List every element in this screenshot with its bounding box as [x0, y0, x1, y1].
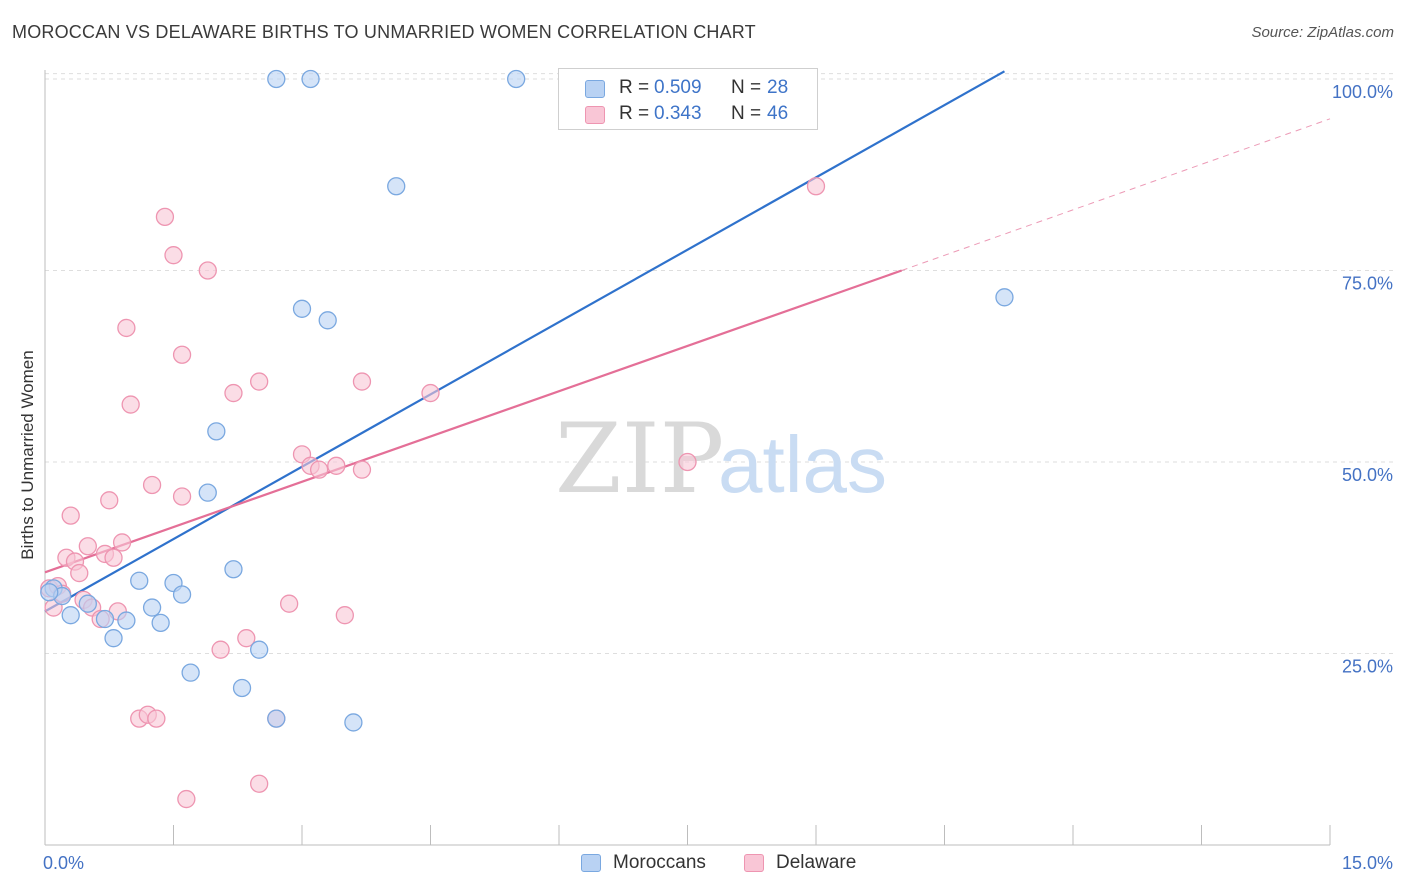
trend-lines [44, 70, 1331, 613]
delaware-point [352, 460, 372, 479]
y-tick-label: 50.0% [1342, 465, 1393, 485]
delaware-point [327, 456, 346, 475]
moroccans-point [507, 69, 526, 89]
moroccans-point [172, 585, 192, 604]
delaware-point [237, 629, 256, 648]
y-tick-label: 75.0% [1342, 274, 1393, 294]
delaware-point [104, 548, 123, 567]
watermark-atlas: atlas [718, 420, 887, 509]
delaware-trend-extension [901, 118, 1331, 271]
delaware-point [309, 460, 329, 479]
delaware-point [142, 475, 162, 495]
moroccans-point [142, 598, 162, 617]
delaware-point [198, 261, 217, 280]
watermark: ZIP atlas [555, 403, 887, 515]
moroccans-point [301, 69, 320, 89]
delaware-point [352, 372, 372, 391]
moroccans-trend-line [44, 70, 1006, 613]
stats-legend: R = 0.509 N = 28 R = 0.343 N = 46 [558, 68, 818, 130]
delaware-point [100, 491, 119, 510]
delaware-swatch [585, 106, 605, 124]
moroccans-swatch [585, 80, 605, 98]
y-tick-label: 100.0% [1332, 82, 1393, 102]
delaware-point [172, 345, 192, 364]
x-tick-label-min: 0.0% [43, 853, 84, 873]
delaware-point [421, 383, 440, 403]
moroccans-point [387, 177, 406, 196]
watermark-zip: ZIP [555, 403, 724, 515]
delaware-point [172, 487, 192, 506]
moroccans-point [151, 613, 170, 633]
legend-text-delaware: Delaware [776, 852, 857, 873]
delaware-point [70, 563, 89, 583]
r-label: R = [619, 103, 650, 124]
moroccans-point [40, 583, 59, 602]
moroccans-point [61, 606, 80, 625]
delaware-point [279, 594, 299, 613]
delaware-point [164, 246, 183, 265]
moroccans-point [104, 629, 123, 648]
delaware-point [250, 774, 269, 793]
moroccans-point [250, 640, 269, 659]
delaware-point [335, 606, 354, 625]
moroccans-point [292, 299, 312, 318]
moroccans-legend-swatch [581, 854, 601, 872]
moroccans-point [232, 678, 252, 698]
moroccans-point [130, 571, 149, 590]
chart-title: MOROCCAN VS DELAWARE BIRTHS TO UNMARRIED… [12, 22, 756, 42]
moroccans-point [995, 288, 1014, 307]
series-legend: Moroccans Delaware [0, 851, 1406, 877]
legend-text-moroccans: Moroccans [613, 852, 706, 873]
y-tick-label: 25.0% [1342, 657, 1393, 677]
r-value: 0.343 [654, 103, 702, 124]
n-label: N = [731, 103, 762, 124]
n-value: 28 [767, 77, 789, 98]
delaware-point [250, 372, 269, 391]
r-label: R = [619, 77, 650, 98]
data-points [40, 69, 1014, 809]
moroccans-point [181, 663, 200, 682]
delaware-point [224, 383, 243, 403]
source-label: Source: ZipAtlas.com [1251, 24, 1394, 41]
moroccans-point [318, 311, 337, 330]
delaware-point [147, 709, 166, 728]
moroccans-point [267, 69, 286, 89]
moroccans-point [198, 483, 217, 502]
tick-labels: 25.0% 50.0% 75.0% 100.0% 0.0% 15.0% [43, 82, 1393, 873]
n-label: N = [731, 77, 762, 98]
gridlines [45, 73, 1395, 654]
delaware-point [61, 506, 80, 525]
moroccans-point [117, 611, 136, 630]
delaware-point [155, 207, 175, 227]
moroccans-point [344, 713, 363, 732]
delaware-point [112, 533, 132, 552]
delaware-point [121, 395, 140, 414]
delaware-point [211, 640, 230, 659]
axes [44, 70, 1331, 846]
moroccans-point [207, 422, 226, 441]
delaware-point [117, 318, 136, 338]
moroccans-point [78, 594, 97, 613]
moroccans-point [267, 709, 286, 728]
delaware-point [806, 177, 826, 196]
delaware-point [678, 452, 697, 472]
moroccans-point [95, 609, 115, 629]
delaware-legend-swatch [744, 854, 764, 872]
x-tick-label-max: 15.0% [1342, 853, 1393, 873]
delaware-trend-line [44, 269, 903, 574]
delaware-point [78, 537, 97, 556]
r-value: 0.509 [654, 77, 702, 98]
delaware-point [177, 789, 196, 809]
n-value: 46 [767, 103, 789, 124]
moroccans-point [224, 560, 243, 579]
